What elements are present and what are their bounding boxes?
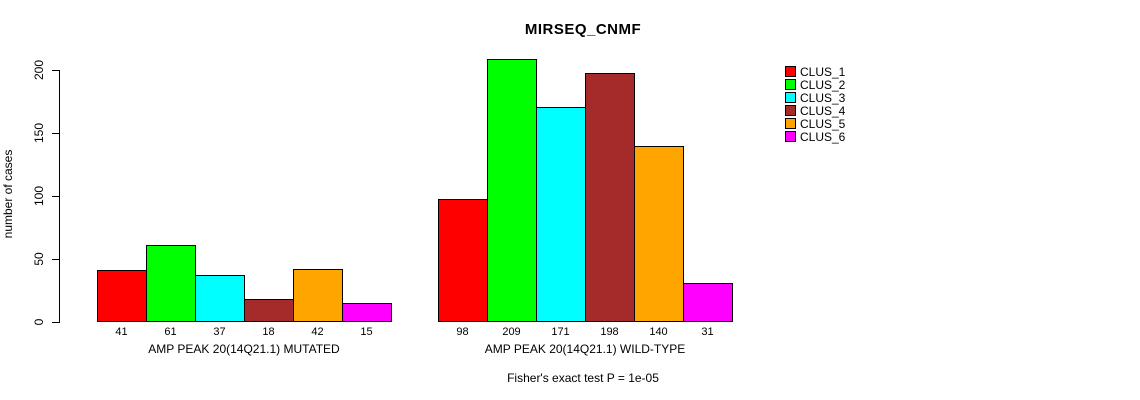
bar-clus_6-group2	[683, 283, 733, 322]
bar-value-label: 18	[262, 326, 275, 338]
bar-value-label: 42	[311, 326, 324, 338]
bar-value-label: 37	[213, 326, 226, 338]
bar-clus_2-group2	[487, 59, 537, 322]
bar-value-label: 98	[456, 326, 469, 338]
y-axis-tick-label: 150	[32, 123, 46, 144]
bar-clus_6-group1	[342, 303, 392, 322]
legend-swatch-clus_5	[785, 118, 796, 129]
legend-label-clus_6: CLUS_6	[800, 130, 846, 144]
y-axis-tick	[52, 259, 59, 261]
bar-clus_3-group1	[195, 275, 245, 322]
bar-value-label: 31	[701, 326, 714, 338]
legend-label-clus_3: CLUS_3	[800, 91, 846, 105]
bar-clus_5-group1	[293, 269, 343, 322]
legend-swatch-clus_4	[785, 105, 796, 116]
bar-value-label: 15	[360, 326, 373, 338]
bar-clus_2-group1	[146, 245, 196, 322]
y-axis-tick-label: 200	[32, 60, 46, 81]
y-axis-tick-label: 0	[32, 318, 46, 326]
bar-clus_1-group1	[97, 270, 147, 322]
legend-swatch-clus_3	[785, 92, 796, 103]
group-label: AMP PEAK 20(14Q21.1) MUTATED	[148, 342, 340, 356]
bar-value-label: 61	[164, 326, 177, 338]
bar-clus_5-group2	[634, 146, 684, 322]
legend-label-clus_2: CLUS_2	[800, 78, 846, 92]
legend-swatch-clus_2	[785, 79, 796, 90]
bar-value-label: 41	[115, 326, 128, 338]
bar-clus_4-group2	[585, 73, 635, 322]
bar-clus_3-group2	[536, 107, 586, 322]
y-axis-tick-label: 50	[32, 252, 46, 266]
group-label: AMP PEAK 20(14Q21.1) WILD-TYPE	[484, 342, 686, 356]
legend-label-clus_1: CLUS_1	[800, 65, 846, 79]
legend-swatch-clus_6	[785, 131, 796, 142]
bar-value-label: 140	[649, 326, 668, 338]
chart-title: MIRSEQ_CNMF	[524, 21, 642, 38]
bar-clus_4-group1	[244, 299, 294, 322]
y-axis-tick	[52, 133, 59, 135]
y-axis-tick	[52, 322, 59, 323]
legend-label-clus_4: CLUS_4	[800, 104, 846, 118]
bar-value-label: 171	[551, 326, 570, 338]
bar-value-label: 198	[600, 326, 619, 338]
y-axis-tick-label: 100	[32, 186, 46, 207]
y-axis-line	[59, 70, 60, 323]
y-axis-tick	[52, 196, 59, 198]
bar-value-label: 209	[502, 326, 521, 338]
legend-swatch-clus_1	[785, 66, 796, 77]
y-axis-tick	[52, 70, 59, 72]
bar-clus_1-group2	[438, 199, 488, 322]
fisher-test-annotation: Fisher's exact test P = 1e-05	[507, 371, 659, 385]
legend-label-clus_5: CLUS_5	[800, 117, 846, 131]
